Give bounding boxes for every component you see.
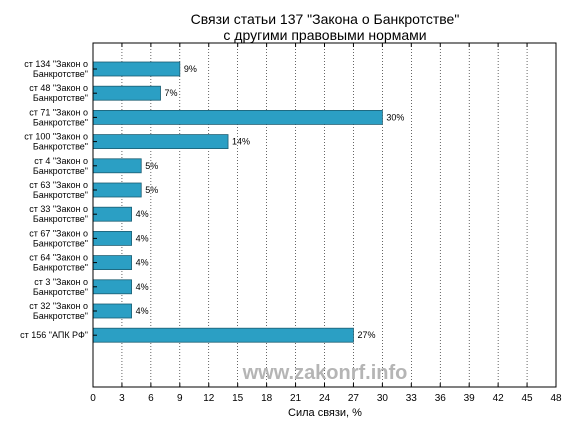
value-labels: 9% 7% 30% 14% 5% 5% 4% 4% 4% 4% 4% 27% <box>136 64 405 340</box>
bar <box>92 327 354 343</box>
bar-value-label: 14% <box>232 137 250 147</box>
category-label: ст 32 "Закон о <box>29 301 88 311</box>
bar <box>92 206 132 222</box>
x-tick-label: 24 <box>319 393 331 404</box>
x-tick-label: 36 <box>435 393 447 404</box>
category-label: ст 134 "Закон о <box>24 59 88 69</box>
bar <box>92 182 142 198</box>
category-label: Банкротстве" <box>33 190 88 200</box>
category-label: Банкротстве" <box>33 214 88 224</box>
x-axis-label: Сила связи, % <box>288 407 362 419</box>
bar <box>92 230 132 246</box>
bar <box>92 110 383 125</box>
bar-value-label: 4% <box>136 233 149 243</box>
bar <box>92 158 142 174</box>
category-label: Банкротстве" <box>33 287 88 297</box>
plot-frame <box>92 42 557 388</box>
x-tick-label: 30 <box>377 393 389 404</box>
x-tick-label: 12 <box>203 393 215 404</box>
x-tick-label: 6 <box>148 393 154 404</box>
x-axis-ticks: 0 3 6 9 12 15 18 21 24 27 30 33 36 39 42 45 48 <box>90 43 562 404</box>
category-label: ст 100 "Закон о <box>24 132 88 142</box>
category-label: ст 67 "Закон о <box>29 228 88 238</box>
category-label: Банкротстве" <box>33 166 88 176</box>
bar-value-label: 9% <box>184 64 197 74</box>
category-label: ст 71 "Закон о <box>29 107 88 117</box>
x-tick-label: 0 <box>90 393 96 404</box>
category-label: ст 33 "Закон о <box>29 204 88 214</box>
category-label: Банкротстве" <box>33 238 88 248</box>
category-label: ст 156 "АПК РФ" <box>20 330 88 340</box>
bar <box>92 303 132 319</box>
category-label: Банкротстве" <box>33 117 88 127</box>
grid-lines <box>121 43 528 387</box>
x-tick-label: 9 <box>177 393 183 404</box>
bar <box>92 279 132 295</box>
bar <box>92 134 229 150</box>
bar-value-label: 4% <box>136 258 149 268</box>
x-tick-label: 18 <box>261 393 273 404</box>
x-tick-label: 48 <box>550 393 562 404</box>
chart-title-line-1: Связи статьи 137 "Закона о Банкротстве" <box>191 11 460 27</box>
x-tick-label: 3 <box>119 393 125 404</box>
x-tick-label: 39 <box>464 393 476 404</box>
x-tick-label: 15 <box>232 393 244 404</box>
x-tick-label: 42 <box>493 393 505 404</box>
chart-title-line-2: с другими правовыми нормами <box>223 27 426 43</box>
watermark: www.zakonrf.info <box>242 362 408 384</box>
bar-value-label: 5% <box>145 161 158 171</box>
x-tick-label: 33 <box>406 393 418 404</box>
category-label: ст 4 "Закон о <box>34 156 88 166</box>
bars <box>92 61 383 343</box>
bar <box>92 85 161 101</box>
category-label: ст 48 "Закон о <box>29 83 88 93</box>
bar-value-label: 30% <box>386 112 404 122</box>
bar <box>92 255 132 271</box>
category-label: Банкротстве" <box>33 142 88 152</box>
bar-value-label: 4% <box>136 306 149 316</box>
bar-value-label: 4% <box>136 282 149 292</box>
bar-value-label: 5% <box>145 185 158 195</box>
category-label: Банкротстве" <box>33 311 88 321</box>
x-tick-label: 45 <box>522 393 534 404</box>
category-label: ст 63 "Закон о <box>29 180 88 190</box>
category-label: Банкротстве" <box>33 263 88 273</box>
category-label: ст 64 "Закон о <box>29 253 88 263</box>
bar <box>92 61 181 77</box>
bar-value-label: 27% <box>357 330 375 340</box>
bar-value-label: 4% <box>136 209 149 219</box>
bar-value-label: 7% <box>165 88 178 98</box>
category-label: Банкротстве" <box>33 93 88 103</box>
category-label: ст 3 "Закон о <box>34 277 88 287</box>
x-tick-label: 21 <box>290 393 302 404</box>
category-label: Банкротстве" <box>33 69 88 79</box>
x-tick-label: 27 <box>348 393 360 404</box>
